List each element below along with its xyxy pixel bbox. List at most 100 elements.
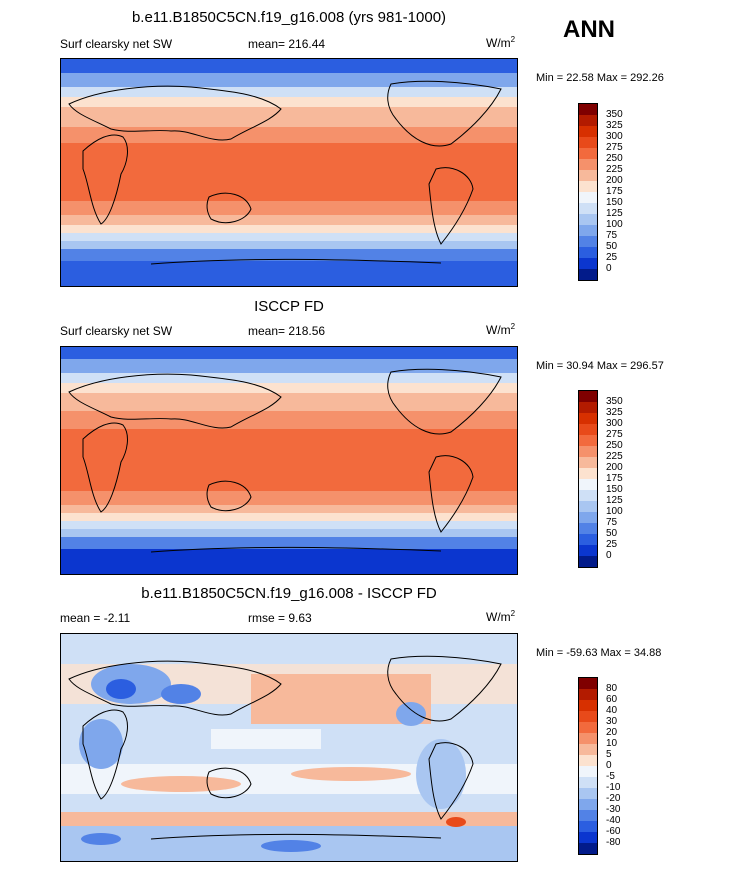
colorbar-tick-label: 150 [606, 484, 623, 495]
colorbar-tick-label: 50 [606, 241, 618, 252]
colorbar-swatch [579, 181, 597, 192]
panel1-variable-label: Surf clearsky net SW [60, 37, 173, 51]
season-label: ANN [563, 16, 615, 43]
panel2-map-svg [61, 347, 517, 574]
panel1-title: b.e11.B1850C5CN.f19_g16.008 (yrs 981-100… [131, 9, 447, 26]
colorbar-swatch [579, 170, 597, 181]
colorbar-tick-label: 75 [606, 230, 618, 241]
colorbar-swatch [579, 247, 597, 258]
panel2-minmax: Min = 30.94 Max = 296.57 [536, 360, 664, 372]
colorbar-swatch [579, 435, 597, 446]
colorbar-tick-label: 30 [606, 716, 618, 727]
colorbar-tick-label: 100 [606, 219, 623, 230]
panel3-units: W/m2 [486, 609, 516, 624]
colorbar-swatch [579, 236, 597, 247]
colorbar-tick-label: 250 [606, 440, 623, 451]
colorbar-tick-label: 200 [606, 462, 623, 473]
colorbar-swatch [579, 689, 597, 700]
colorbar-tick-label: -40 [606, 815, 621, 826]
panel1-map-svg [61, 59, 517, 286]
colorbar-tick-label: -20 [606, 793, 621, 804]
colorbar-swatch [579, 512, 597, 523]
panel1-map [60, 58, 518, 287]
colorbar-tick-label: -60 [606, 826, 621, 837]
colorbar-swatch [579, 733, 597, 744]
panel2-units: W/m2 [486, 322, 516, 337]
colorbar-swatch [579, 104, 597, 115]
colorbar-swatch [579, 700, 597, 711]
colorbar-tick-label: 80 [606, 683, 618, 694]
colorbar-tick-label: -80 [606, 837, 621, 848]
colorbar-swatch [579, 148, 597, 159]
colorbar-tick-label: 25 [606, 539, 618, 550]
colorbar-swatch [579, 534, 597, 545]
colorbar-swatch [579, 192, 597, 203]
colorbar-swatch [579, 810, 597, 821]
panel1-minmax: Min = 22.58 Max = 292.26 [536, 72, 664, 84]
colorbar-swatch [579, 413, 597, 424]
colorbar-swatch [579, 832, 597, 843]
panel2-title: ISCCP FD [254, 298, 324, 315]
colorbar-swatch [579, 269, 597, 280]
colorbar-swatch [579, 843, 597, 854]
colorbar-swatch [579, 755, 597, 766]
colorbar-tick-label: 300 [606, 131, 623, 142]
colorbar-tick-label: 125 [606, 495, 623, 506]
colorbar-tick-label: 175 [606, 473, 623, 484]
colorbar-swatch [579, 766, 597, 777]
colorbar-swatch [579, 821, 597, 832]
colorbar-swatch [579, 391, 597, 402]
colorbar-tick-label: 25 [606, 252, 618, 263]
colorbar-tick-label: 225 [606, 164, 623, 175]
colorbar-swatch [579, 402, 597, 413]
colorbar-tick-label: 325 [606, 120, 623, 131]
colorbar-tick-label: 125 [606, 208, 623, 219]
panel1-units: W/m2 [486, 35, 516, 50]
colorbar-swatch [579, 424, 597, 435]
panel2-map [60, 346, 518, 575]
colorbar-swatch [579, 556, 597, 567]
colorbar-tick-label: 10 [606, 738, 618, 749]
colorbar-swatch [579, 545, 597, 556]
colorbar-tick-label: 325 [606, 407, 623, 418]
panel3-minmax: Min = -59.63 Max = 34.88 [536, 647, 662, 659]
colorbar-box [578, 390, 598, 568]
colorbar-swatch [579, 203, 597, 214]
colorbar-tick-label: 0 [606, 550, 612, 561]
colorbar-swatch [579, 468, 597, 479]
colorbar-tick-label: 40 [606, 705, 618, 716]
colorbar-swatch [579, 501, 597, 512]
colorbar-tick-label: 75 [606, 517, 618, 528]
colorbar-tick-label: 250 [606, 153, 623, 164]
panel2-variable-label: Surf clearsky net SW [60, 324, 173, 338]
panel3-mean-label: mean = -2.11 [60, 611, 131, 625]
panel1-mean-label: mean= 216.44 [248, 37, 326, 51]
colorbar-swatch [579, 446, 597, 457]
colorbar-tick-label: 225 [606, 451, 623, 462]
panel3-map [60, 633, 518, 862]
colorbar-tick-label: -30 [606, 804, 621, 815]
colorbar-tick-label: 5 [606, 749, 612, 760]
colorbar-swatch [579, 457, 597, 468]
colorbar-tick-label: 50 [606, 528, 618, 539]
colorbar-tick-label: 175 [606, 186, 623, 197]
colorbar-tick-label: 200 [606, 175, 623, 186]
colorbar-swatch [579, 678, 597, 689]
colorbar-swatch [579, 258, 597, 269]
colorbar-tick-label: 0 [606, 760, 612, 771]
colorbar-tick-label: 60 [606, 694, 618, 705]
colorbar-swatch [579, 744, 597, 755]
colorbar-tick-label: 150 [606, 197, 623, 208]
colorbar-tick-label: -10 [606, 782, 621, 793]
colorbar-swatch [579, 115, 597, 126]
panel3-map-svg [61, 634, 517, 861]
colorbar-swatch [579, 788, 597, 799]
panel2-mean-label: mean= 218.56 [248, 324, 326, 338]
panel3-title: b.e11.B1850C5CN.f19_g16.008 - ISCCP FD [141, 585, 437, 602]
colorbar-swatch [579, 523, 597, 534]
colorbar-tick-label: 0 [606, 263, 612, 274]
colorbar-tick-label: 100 [606, 506, 623, 517]
colorbar-swatch [579, 711, 597, 722]
colorbar-swatch [579, 137, 597, 148]
colorbar-tick-label: 300 [606, 418, 623, 429]
